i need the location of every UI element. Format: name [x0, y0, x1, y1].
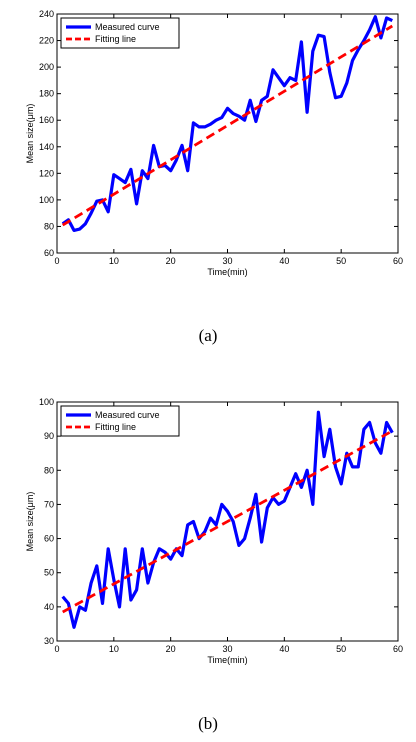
chart-a-y-tick-label: 220: [39, 36, 54, 46]
chart-a-legend-label: Measured curve: [95, 22, 160, 32]
chart-b-x-tick-label: 0: [54, 644, 59, 654]
chart-b-x-tick-label: 20: [166, 644, 176, 654]
chart-b-caption: (b): [198, 714, 218, 733]
chart-a-y-tick-label: 140: [39, 142, 54, 152]
chart-a-y-axis-label: Mean size(μm): [25, 104, 35, 164]
chart-b-legend-label: Measured curve: [95, 410, 160, 420]
chart-a-y-tick-label: 60: [44, 248, 54, 258]
chart-a-y-tick-label: 100: [39, 195, 54, 205]
chart-a-x-tick-label: 10: [109, 256, 119, 266]
chart-b-legend-label: Fitting line: [95, 422, 136, 432]
chart-a-y-tick-label: 80: [44, 221, 54, 231]
chart-b-x-tick-label: 50: [336, 644, 346, 654]
chart-a-legend-label: Fitting line: [95, 34, 136, 44]
chart-b-y-tick-label: 80: [44, 465, 54, 475]
chart-a-x-tick-label: 0: [54, 256, 59, 266]
chart-a-y-tick-label: 180: [39, 89, 54, 99]
chart-b-x-tick-label: 10: [109, 644, 119, 654]
chart-b-y-tick-label: 100: [39, 397, 54, 407]
chart-a-series-fitting-line: [61, 24, 394, 227]
chart-a-x-tick-label: 20: [166, 256, 176, 266]
chart-b-y-axis-label: Mean size(μm): [25, 492, 35, 552]
chart-a-x-tick-label: 60: [393, 256, 403, 266]
chart-a-y-tick-label: 120: [39, 168, 54, 178]
chart-b-y-tick-label: 90: [44, 431, 54, 441]
chart-b-series-fitting-line: [62, 429, 393, 614]
chart-a-legend: [60, 17, 180, 49]
chart-a-y-tick-label: 240: [39, 9, 54, 19]
chart-a-x-tick-label: 40: [279, 256, 289, 266]
chart-a-y-tick-label: 160: [39, 115, 54, 125]
chart-a-y-tick-label: 200: [39, 62, 54, 72]
chart-a-x-axis-label: Time(min): [207, 267, 247, 277]
chart-a: 0 10 20 30 40 50 60 60 80 100 120 140 160 180 200 220 24…: [25, 9, 403, 277]
chart-a-caption: (a): [198, 326, 218, 345]
chart-b-x-tick-label: 30: [222, 644, 232, 654]
chart-b-legend: [60, 405, 180, 437]
chart-b-y-tick-label: 60: [44, 534, 54, 544]
chart-b-x-tick-label: 40: [279, 644, 289, 654]
chart-a-x-tick-label: 30: [222, 256, 232, 266]
chart-b-y-tick-label: 40: [44, 602, 54, 612]
chart-b: 0 10 20 30 40 50 60 30 40 50 60 70 80 90 100 Time(min) M…: [25, 397, 403, 665]
chart-b-x-tick-label: 60: [393, 644, 403, 654]
chart-a-plot-frame: [56, 13, 399, 254]
chart-b-series-measured-curve: [61, 410, 394, 629]
chart-b-y-tick-label: 50: [44, 568, 54, 578]
chart-b-y-tick-label: 70: [44, 499, 54, 509]
chart-a-series-measured-curve: [61, 15, 393, 232]
chart-b-y-tick-label: 30: [44, 636, 54, 646]
chart-b-x-axis-label: Time(min): [207, 655, 247, 665]
chart-a-x-tick-label: 50: [336, 256, 346, 266]
